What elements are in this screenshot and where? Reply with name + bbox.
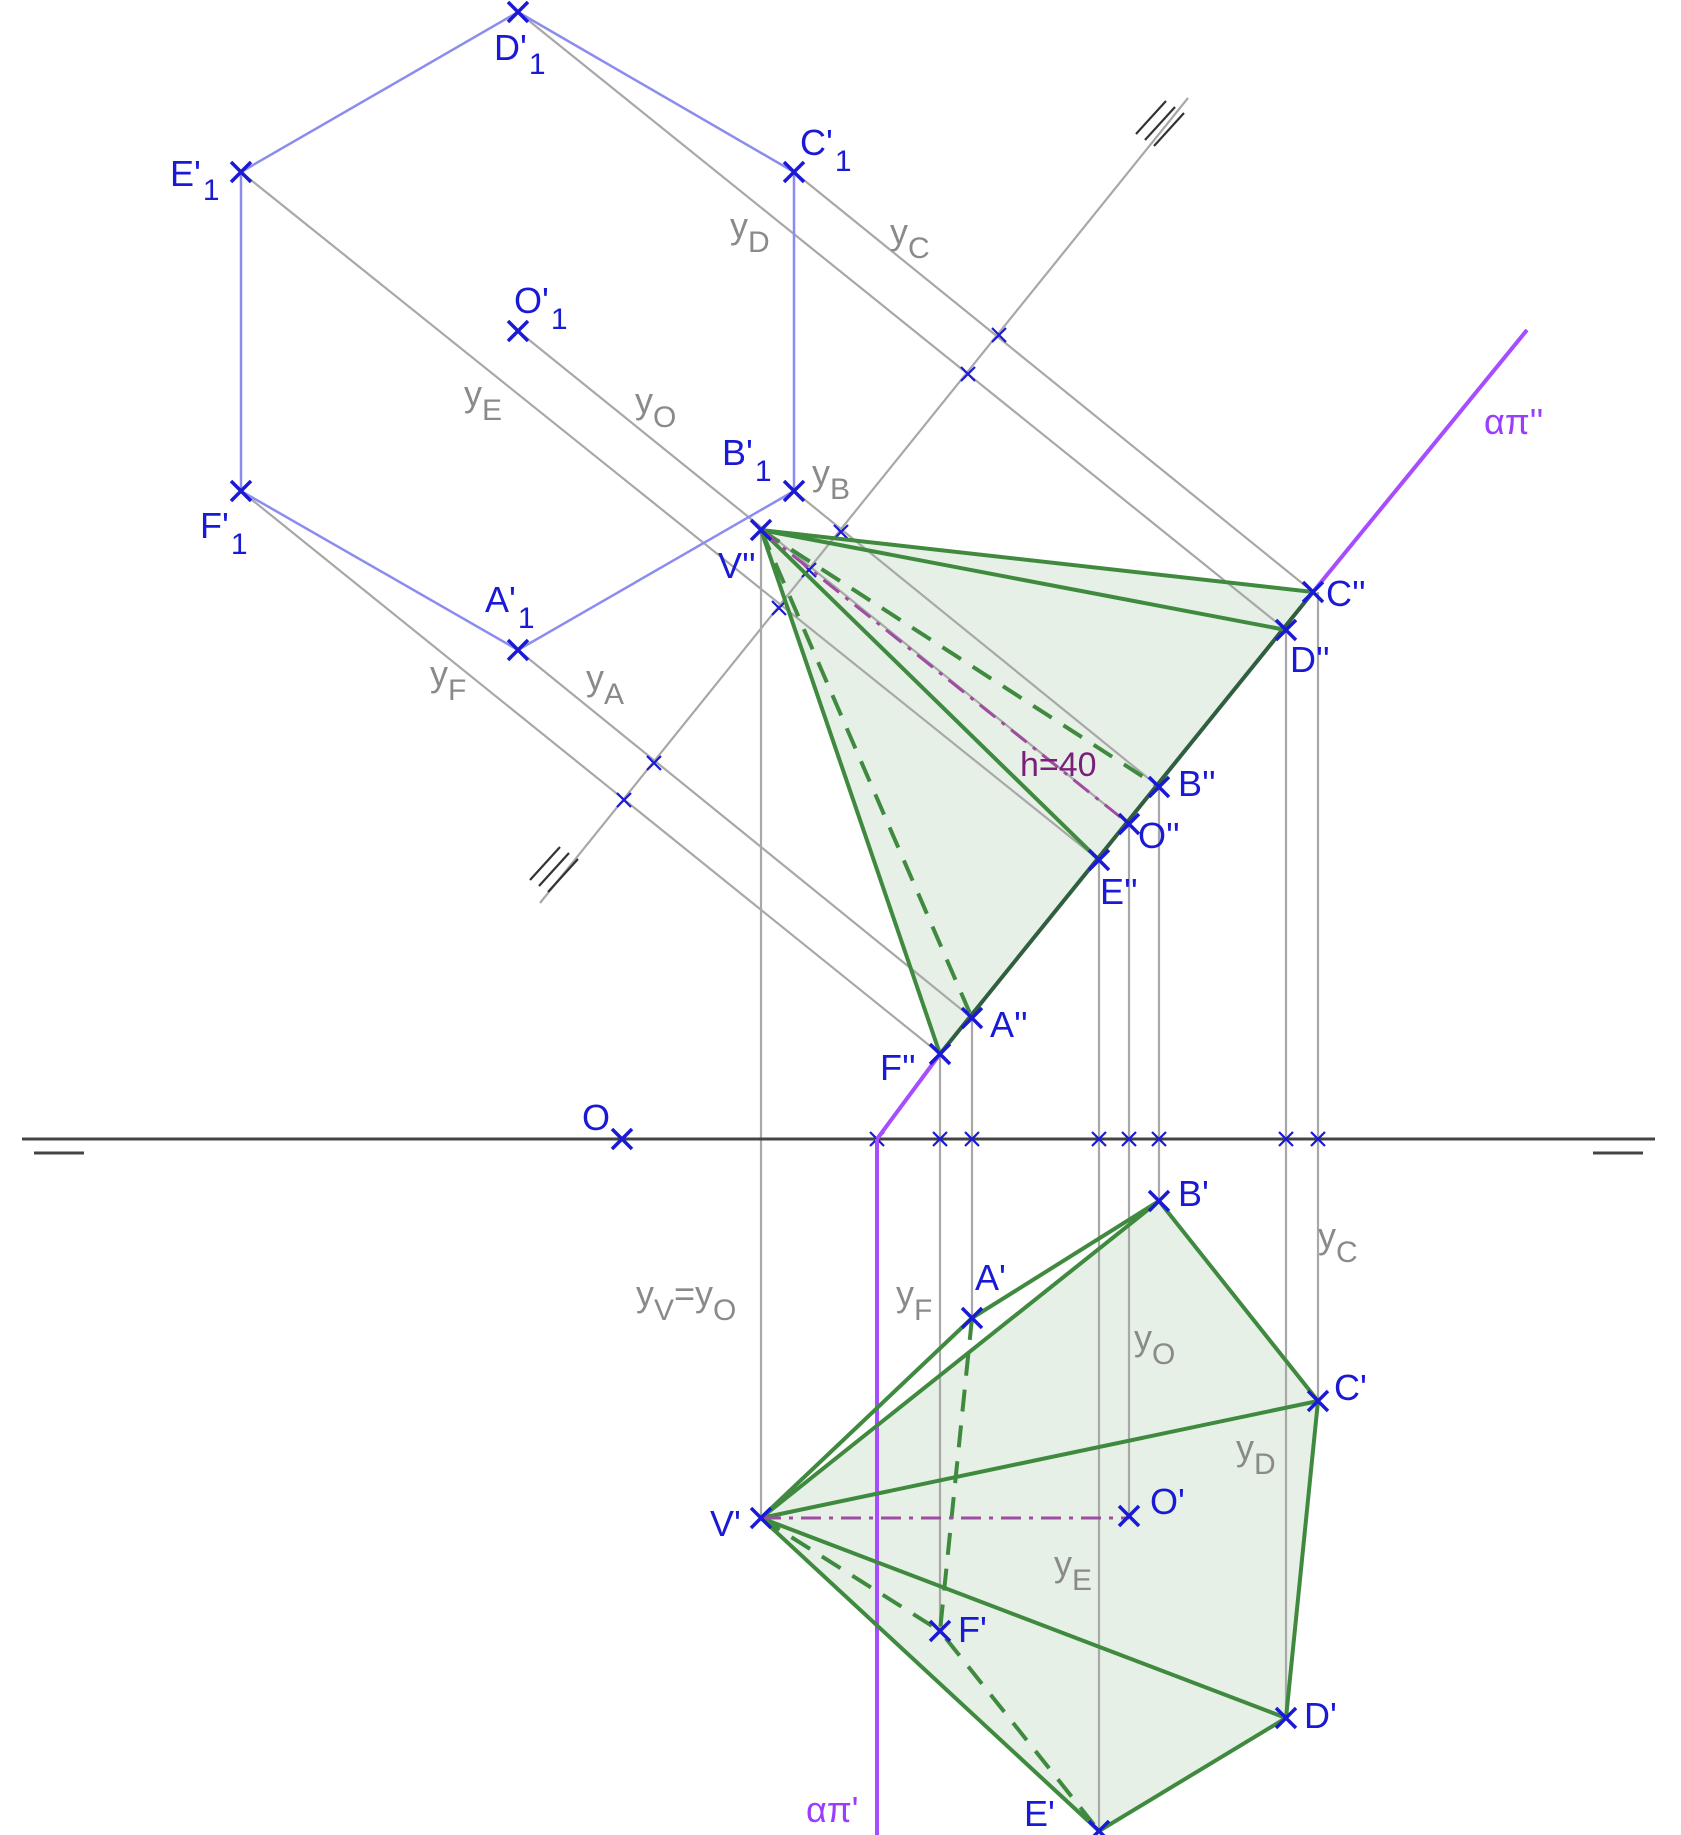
label-yD-bot: yD [1236, 1427, 1276, 1481]
marker-C3 [1306, 1389, 1330, 1413]
plane-traces [875, 328, 1529, 1835]
ground-line-crossings [869, 1131, 1326, 1147]
marker-V2 [749, 518, 773, 542]
marker-A3 [960, 1306, 984, 1330]
construction-lines [240, 11, 1320, 1831]
label-yC-bot: yC [1318, 1215, 1358, 1269]
marker-C1 [782, 160, 806, 184]
axis-hatch-marks [529, 100, 1185, 893]
marker-D2 [1274, 618, 1298, 642]
label-O1: O'1 [514, 280, 568, 336]
label-C2: C'' [1326, 573, 1366, 614]
label-A1: A'1 [485, 579, 535, 635]
marker-O [610, 1127, 634, 1151]
label-O: O [582, 1097, 610, 1138]
label-yA: yA [586, 657, 624, 711]
marker-A1 [506, 638, 530, 662]
marker-B1 [782, 479, 806, 503]
trace-labels: απ'' απ' [806, 401, 1543, 1830]
ground-line [22, 1137, 1655, 1155]
proj-line-E [240, 171, 1100, 861]
marker-A2 [960, 1006, 984, 1030]
marker-D1 [506, 0, 530, 24]
proj-line-F [240, 490, 941, 1055]
marker-D3 [1274, 1706, 1298, 1730]
label-B1: B'1 [722, 432, 772, 488]
label-F2: F'' [880, 1047, 916, 1088]
label-D3: D' [1304, 1695, 1337, 1736]
elevation-fill [761, 530, 1313, 1054]
elevation-hidden-edges [759, 528, 1161, 1019]
marker-F3 [928, 1619, 952, 1643]
marker-O3 [1117, 1504, 1141, 1528]
label-yB: yB [812, 452, 850, 506]
label-O2: O'' [1138, 815, 1180, 856]
plan-edges [759, 1199, 1321, 1833]
label-C3: C' [1334, 1367, 1367, 1408]
label-O3: O' [1150, 1481, 1185, 1522]
marker-B3 [1147, 1189, 1171, 1213]
label-E3: E' [1024, 1793, 1055, 1834]
label-C1: C'1 [800, 122, 852, 178]
label-yE-bot: yE [1054, 1543, 1092, 1597]
label-E1: E'1 [170, 153, 220, 207]
label-D1: D'1 [494, 27, 546, 81]
marker-E1 [229, 160, 253, 184]
marker-V3 [749, 1506, 773, 1530]
vertical-trace [1311, 328, 1529, 594]
proj-line-C [793, 171, 1314, 593]
plan-fill [761, 1201, 1318, 1831]
proj-line-D [517, 11, 1287, 631]
label-E2: E'' [1100, 871, 1138, 912]
label-yE-top: yE [464, 373, 502, 427]
label-B3: B' [1178, 1173, 1209, 1214]
label-F1: F'1 [200, 505, 248, 561]
label-B2: B'' [1178, 763, 1216, 804]
elevation-edges [759, 528, 1314, 1055]
label-A3: A' [975, 1257, 1006, 1298]
proj-line-O [517, 330, 1130, 825]
label-yV-eq-yO: yV=yO [636, 1273, 736, 1327]
marker-F2 [928, 1042, 952, 1066]
marker-F1 [229, 479, 253, 503]
marker-E3 [1087, 1819, 1111, 1835]
distance-labels: yD yC yE yO yB yF yA yV=yO yF yC yO yD y… [430, 205, 1358, 1597]
pyramid-fills [761, 530, 1318, 1831]
plan-hidden-edges [759, 1317, 1101, 1833]
label-V2: V'' [718, 545, 756, 586]
marker-C2 [1301, 580, 1325, 604]
label-yD: yD [730, 205, 770, 259]
label-yF-top: yF [430, 653, 466, 707]
marker-E2 [1087, 848, 1111, 872]
label-yF-bot: yF [896, 1273, 932, 1327]
marker-B2 [1147, 775, 1171, 799]
label-V3: V' [710, 1503, 741, 1544]
label-D2: D'' [1290, 639, 1330, 680]
marker-O2 [1117, 812, 1141, 836]
label-F3: F' [958, 1609, 987, 1650]
label-yO-bot: yO [1134, 1317, 1175, 1371]
label-A2: A'' [990, 1004, 1028, 1045]
label-trace-vertical: απ'' [1484, 401, 1543, 442]
proj-line-A [517, 649, 973, 1019]
label-yO-top: yO [635, 380, 676, 434]
vertical-trace-lower [875, 1052, 942, 1141]
label-yC-top: yC [890, 211, 930, 265]
point-markers [229, 0, 1330, 1835]
marker-O1 [506, 319, 530, 343]
label-height: h=40 [1020, 746, 1097, 784]
label-trace-horizontal: απ' [806, 1789, 859, 1830]
point-labels: D'1 E'1 C'1 O'1 B'1 F'1 A'1 V'' C'' D'' … [170, 27, 1367, 1834]
